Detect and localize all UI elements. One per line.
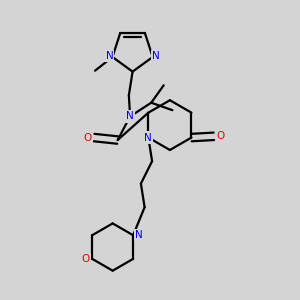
Text: O: O bbox=[217, 131, 225, 141]
Text: N: N bbox=[106, 51, 113, 61]
Text: O: O bbox=[84, 133, 92, 142]
Text: N: N bbox=[126, 111, 134, 122]
Text: N: N bbox=[136, 230, 143, 240]
Text: N: N bbox=[145, 133, 152, 142]
Text: N: N bbox=[152, 51, 160, 61]
Text: O: O bbox=[81, 254, 89, 264]
